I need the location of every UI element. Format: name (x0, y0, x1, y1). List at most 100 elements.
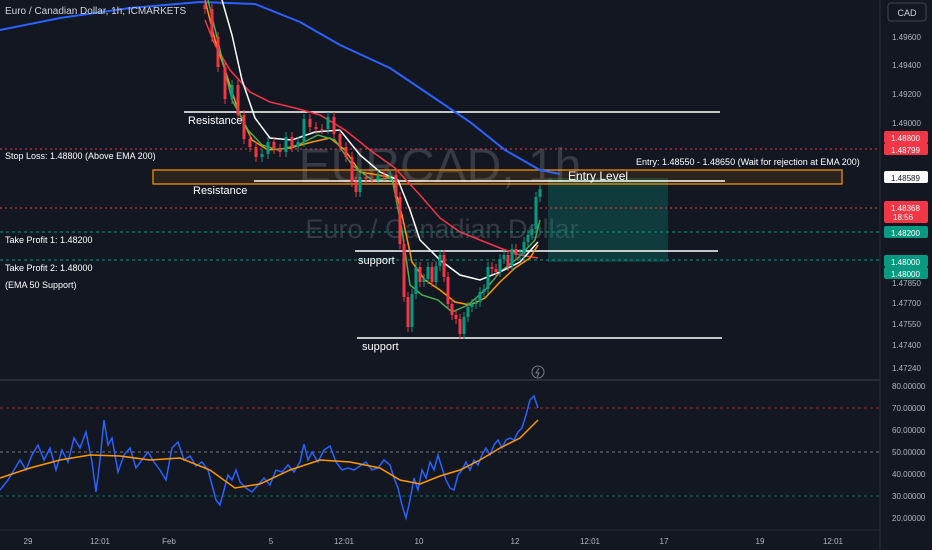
candle-body (418, 267, 422, 282)
candle-body (466, 307, 470, 317)
resistance-label-1: Resistance (188, 115, 242, 127)
candle-body (314, 127, 318, 129)
rsi-tick: 20.00000 (892, 514, 926, 523)
currency-button[interactable] (887, 2, 927, 22)
ema-200-line (0, 0, 561, 175)
candle-body (514, 249, 518, 255)
time-tick: 12:01 (334, 537, 355, 546)
entry-zone-box[interactable] (152, 169, 843, 185)
price-badge-current: 1.48368 18:56 (884, 201, 928, 223)
target-zone (548, 178, 668, 262)
resistance-label-2: Resistance (193, 185, 247, 197)
svg-text:1.48000: 1.48000 (891, 270, 920, 279)
rsi-tick: 80.00000 (892, 382, 926, 391)
entry-level-label: Entry Level (568, 169, 628, 183)
candle-body (230, 85, 234, 99)
candle-body (482, 289, 486, 292)
svg-text:1.48000: 1.48000 (891, 258, 920, 267)
price-tick: 1.49000 (892, 119, 921, 128)
time-tick: Feb (162, 537, 176, 546)
price-tick: 1.47700 (892, 299, 921, 308)
candle-body (332, 117, 336, 134)
entry-note-label: Entry: 1.48550 - 1.48650 (Wait for rejec… (636, 157, 860, 167)
svg-text:18:56: 18:56 (893, 213, 914, 222)
candle-body (320, 129, 324, 131)
candle-body (272, 142, 276, 149)
candle-body (260, 154, 264, 157)
candle-body (364, 177, 368, 179)
candle-body (538, 189, 542, 197)
candle-body (518, 254, 522, 256)
price-badge-stop-loss: 1.48800 (884, 131, 928, 143)
ema-support-note: (EMA 50 Support) (5, 280, 77, 290)
rsi-tick: 50.00000 (892, 448, 926, 457)
candle-body (486, 267, 490, 289)
rsi-axis-ticks[interactable]: 80.00000 70.00000 60.00000 50.00000 40.0… (892, 382, 926, 523)
candle-body (426, 267, 430, 279)
candle-body (434, 266, 438, 282)
candle-body (430, 267, 434, 282)
flash-icon[interactable] (531, 365, 545, 379)
candle-body (254, 147, 258, 157)
price-badge-tp2: 1.48000 (884, 255, 928, 267)
candle-body (498, 259, 502, 272)
candle-body (458, 319, 462, 334)
price-tick: 1.47240 (892, 364, 921, 373)
candle-body (494, 269, 498, 272)
time-axis-ticks[interactable]: 29 12:01 Feb 5 12:01 10 12 12:01 17 19 1… (24, 537, 844, 546)
stop-loss-label: Stop Loss: 1.48800 (Above EMA 200) (5, 151, 156, 161)
candle-body (534, 197, 538, 229)
candle-body (478, 292, 482, 302)
take-profit-1-label: Take Profit 1: 1.48200 (5, 235, 93, 245)
rsi-ma-line (0, 419, 539, 489)
rsi-tick: 40.00000 (892, 470, 926, 479)
time-tick: 19 (756, 537, 765, 546)
time-tick: 12:01 (823, 537, 844, 546)
candle-body (278, 149, 282, 152)
candle-body (326, 117, 330, 129)
candle-body (506, 255, 510, 266)
candle-body (302, 119, 306, 142)
candle-body (358, 177, 362, 192)
candle-body (242, 115, 246, 139)
price-tick: 1.47400 (892, 341, 921, 350)
time-tick: 12:01 (580, 537, 601, 546)
candle-body (284, 137, 288, 152)
candle-body (388, 175, 392, 177)
candle-body (526, 235, 530, 242)
candle-body (438, 255, 442, 266)
candle-body (462, 317, 466, 334)
candle-body (446, 277, 450, 304)
price-axis-ticks[interactable]: 1.49600 1.49400 1.49200 1.49000 1.47850 … (892, 33, 921, 373)
candle-body (382, 175, 386, 177)
price-tick: 1.47850 (892, 279, 921, 288)
candle-body (474, 302, 478, 304)
candle-body (422, 279, 426, 282)
time-tick: 17 (660, 537, 669, 546)
take-profit-2-label: Take Profit 2: 1.48000 (5, 263, 93, 273)
candle-body (454, 315, 458, 319)
candle-body (470, 304, 474, 307)
time-tick: 12:01 (90, 537, 111, 546)
candle-body (522, 242, 526, 254)
candle-body (354, 182, 358, 192)
candle-body (406, 297, 410, 327)
price-tick: 1.49200 (892, 90, 921, 99)
price-tick: 1.47550 (892, 320, 921, 329)
candle-body (414, 267, 418, 294)
candle-body (502, 255, 506, 259)
candle-body (296, 142, 300, 147)
time-tick: 29 (24, 537, 33, 546)
time-tick: 10 (415, 537, 424, 546)
support-label-1: support (358, 255, 395, 267)
price-badge-tp1: 1.48200 (884, 226, 928, 238)
candle-body (398, 197, 402, 244)
candle-body (376, 175, 380, 179)
time-tick: 12 (511, 537, 520, 546)
symbol-title[interactable]: Euro / Canadian Dollar, 1h, ICMARKETS (5, 6, 187, 17)
candle-body (338, 134, 342, 147)
candle-body (266, 142, 270, 154)
